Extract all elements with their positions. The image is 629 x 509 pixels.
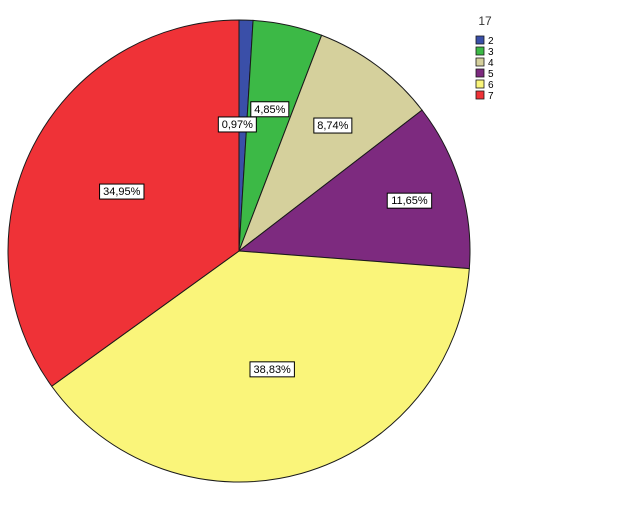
- legend-label-5: 5: [488, 69, 494, 80]
- legend-label-7: 7: [488, 91, 494, 102]
- data-label-5: 11,65%: [386, 192, 433, 209]
- data-label-box-5: [386, 192, 433, 209]
- legend-swatch-3: [475, 46, 485, 56]
- legend-item-2: 2: [475, 35, 494, 47]
- legend-item-6: 6: [475, 79, 494, 91]
- legend-label-2: 2: [488, 36, 494, 47]
- data-label-box-2: [217, 116, 257, 133]
- data-label-text-5: 11,65%: [391, 195, 428, 207]
- legend-label-6: 6: [488, 80, 494, 91]
- legend-swatch-7: [475, 90, 485, 100]
- legend-title: 17: [478, 14, 492, 28]
- data-label-text-7: 34,95%: [103, 186, 141, 198]
- legend-item-3: 3: [475, 46, 494, 58]
- data-label-6: 38,83%: [249, 361, 295, 378]
- pie-slice-4: [237, 34, 423, 253]
- legend-item-5: 5: [475, 68, 494, 80]
- pie-data-labels: 0,97%4,85% 8,74% 11,65% 38,83% 34,95%: [99, 101, 433, 378]
- pie-slice-7: [7, 19, 240, 387]
- legend-item-4: 4: [475, 57, 494, 69]
- data-label-box-7: [99, 183, 145, 200]
- data-label-box-6: [249, 361, 295, 378]
- legend-swatch-4: [475, 57, 485, 67]
- data-label-3: 4,85%: [250, 101, 290, 118]
- data-label-text-4: 8,74%: [317, 120, 348, 132]
- legend-item-7: 7: [475, 90, 494, 102]
- data-label-box-3: [250, 101, 290, 118]
- pie-slices: [7, 19, 471, 483]
- legend-label-4: 4: [488, 58, 494, 69]
- data-label-7: 34,95%: [99, 183, 145, 200]
- data-label-4: 8,74%: [313, 117, 353, 134]
- pie-slice-5: [237, 109, 471, 270]
- legend-swatch-2: [475, 35, 485, 45]
- data-label-2: 0,97%: [217, 116, 257, 133]
- data-label-box-4: [313, 117, 353, 134]
- data-label-text-6: 38,83%: [254, 364, 292, 376]
- legend-swatch-5: [475, 68, 485, 78]
- data-label-text-2: 0,97%: [222, 119, 253, 131]
- legend-swatch-6: [475, 79, 485, 89]
- data-label-text-3: 4,85%: [254, 104, 285, 116]
- legend-label-3: 3: [488, 47, 494, 58]
